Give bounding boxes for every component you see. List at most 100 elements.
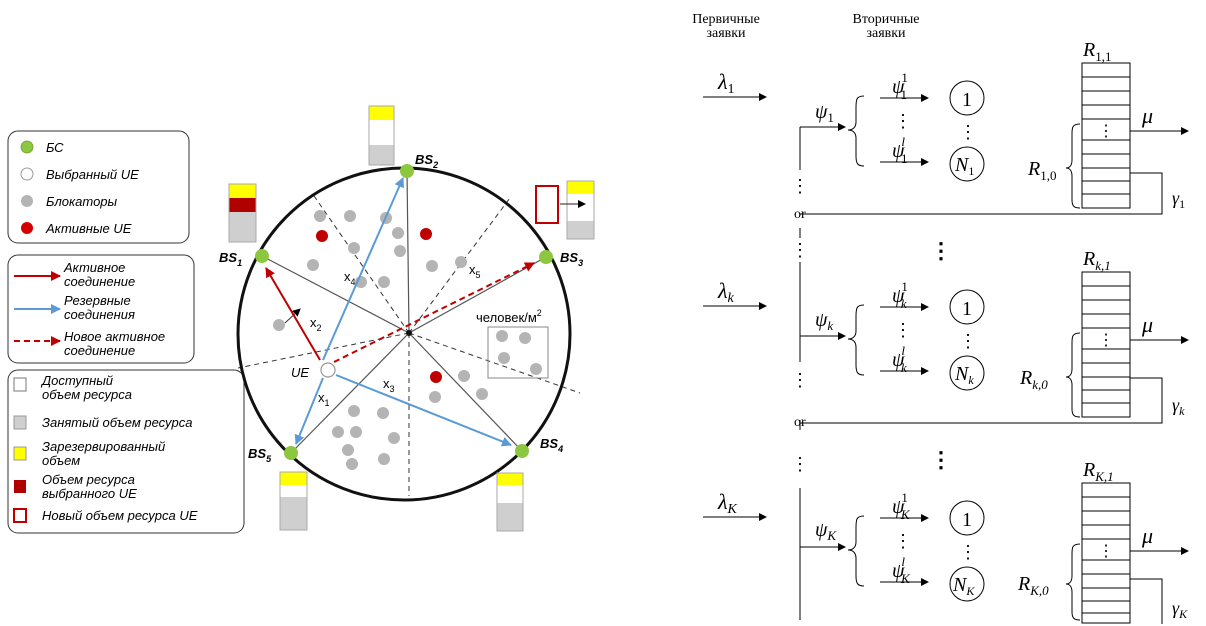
psi-K-1: ψ1 K <box>892 490 911 522</box>
new-resource-swatch <box>13 508 27 523</box>
ellipsis: ⋮ <box>959 542 977 562</box>
reserved-swatch <box>13 446 27 461</box>
secondary-header-1: Вторичные <box>853 12 920 27</box>
legend-selected-2: выбранного UE <box>42 486 137 501</box>
backup-connection <box>335 374 512 447</box>
blocker <box>348 242 360 254</box>
spine-dots: ⋮ <box>791 176 809 196</box>
active-ue-swatch <box>21 222 33 234</box>
legend-backup-2: соединения <box>64 307 135 322</box>
psi-k: ψk <box>815 309 833 333</box>
server-label: 1 <box>962 509 972 531</box>
active-ue <box>420 228 432 240</box>
occupied-swatch <box>13 415 27 430</box>
legend-active-ue-label: Активные UE <box>45 221 132 236</box>
blocker-swatch <box>21 195 33 207</box>
server-n: Nk <box>954 363 974 387</box>
r-top-label: R1,1 <box>1082 39 1111 64</box>
gamma-feedback <box>800 377 1163 424</box>
buffer-dots: ⋮ <box>1098 543 1114 560</box>
gamma-1: γ1 <box>1172 188 1185 211</box>
new-active-connection <box>333 262 535 363</box>
r-bottom-label: Rk,0 <box>1019 367 1048 392</box>
blocker <box>346 458 358 470</box>
blocker <box>458 370 470 382</box>
selected-resource-swatch <box>14 480 26 493</box>
legend-selected-1: Объем ресурса <box>42 472 135 487</box>
new-resource-box <box>535 185 559 224</box>
group-K: λK ψK ψ1 K ⋮ ψl K 1 ⋮ NK RK,1 ⋮ <box>703 459 1189 624</box>
legend-active-1: Активное <box>63 260 125 275</box>
selected-ue-swatch <box>20 167 34 181</box>
blocker <box>519 332 531 344</box>
blocker <box>273 319 285 331</box>
bs-node <box>284 446 298 460</box>
cell-diagram: человек/м2 UE x1 x2 x3 x4 x5 BS1 BS2 BS3 <box>219 105 595 532</box>
legend-active-2: соединение <box>64 274 135 289</box>
brace <box>1065 332 1081 418</box>
ellipsis: ⋮ <box>894 531 912 551</box>
psi-k-l: ψl k <box>892 343 907 375</box>
buffer-cells <box>1082 496 1130 614</box>
secondary-header-2: заявки <box>866 26 906 41</box>
brace <box>847 304 865 376</box>
brace <box>1065 543 1081 621</box>
backup-connection <box>294 377 324 445</box>
server-n: NK <box>952 574 975 598</box>
lambda-K: λK <box>717 489 738 517</box>
psi-1-1: ψ1 1 <box>892 70 907 102</box>
gamma-K: γK <box>1172 598 1188 621</box>
blocker <box>307 259 319 271</box>
brace <box>1065 123 1081 209</box>
resource-bar-bs5 <box>279 471 308 531</box>
selected-ue <box>320 362 336 378</box>
bs-radius <box>290 332 410 454</box>
server <box>949 566 985 602</box>
ellipsis: ⋮ <box>959 122 977 142</box>
buffer-cells <box>1082 76 1130 195</box>
blocker <box>332 426 344 438</box>
buffer <box>1081 62 1131 209</box>
sector-line <box>408 332 581 394</box>
blocker <box>426 260 438 272</box>
blocker <box>394 245 406 257</box>
buffer-dots: ⋮ <box>1098 123 1114 140</box>
psi-K: ψK <box>815 519 837 543</box>
server <box>949 80 985 116</box>
spine-dots: ⋮ <box>791 454 809 474</box>
server-label: 1 <box>962 89 972 111</box>
server <box>949 355 985 391</box>
active-ue <box>430 371 442 383</box>
spine-dots: ⋮ <box>791 240 809 260</box>
blocker <box>378 453 390 465</box>
legend-occupied: Занятый объем ресурса <box>42 415 192 430</box>
resource-bar-bs4 <box>496 472 524 532</box>
psi-k-1: ψ1 k <box>892 279 908 311</box>
x4-label: x4 <box>344 269 356 287</box>
psi-K-l: ψl K <box>892 554 911 586</box>
legend-reserved-2: объем <box>42 453 80 468</box>
legend-selected-ue-label: Выбранный UE <box>46 167 139 182</box>
density-box <box>487 326 549 379</box>
legend-backup-1: Резервные <box>64 293 131 308</box>
lambda-1: λ1 <box>717 69 735 97</box>
mu: μ <box>1141 312 1153 337</box>
active-connection <box>265 267 321 361</box>
r-top-label: Rk,1 <box>1082 248 1111 273</box>
r-top-label: RK,1 <box>1082 459 1114 484</box>
r-bottom-label: R1,0 <box>1027 158 1056 183</box>
x1-label: x1 <box>318 390 330 408</box>
gamma-k: γk <box>1172 395 1185 418</box>
gamma-feedback <box>1130 578 1163 624</box>
x3-label: x3 <box>383 376 395 394</box>
legend-reserved-1: Зарезервированный <box>42 439 165 454</box>
blocker <box>392 227 404 239</box>
resource-bar-bs2 <box>368 105 395 166</box>
legend-box-links <box>7 254 195 364</box>
lambda-k: λk <box>717 278 735 306</box>
server-label: 1 <box>962 298 972 320</box>
blocker <box>377 407 389 419</box>
mu: μ <box>1141 523 1153 548</box>
bs3-label: BS3 <box>560 250 583 268</box>
